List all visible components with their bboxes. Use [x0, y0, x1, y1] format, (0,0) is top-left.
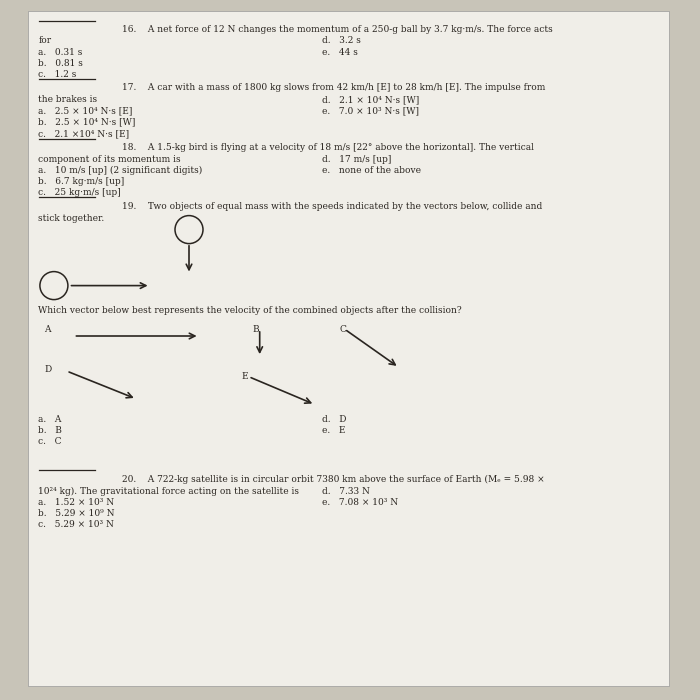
- Text: 20.    A 722-kg satellite is in circular orbit 7380 km above the surface of Eart: 20. A 722-kg satellite is in circular or…: [122, 475, 545, 484]
- Text: e.   7.0 × 10³ N·s [W]: e. 7.0 × 10³ N·s [W]: [322, 106, 419, 116]
- Text: A: A: [44, 326, 50, 335]
- Text: 16.    A net force of 12 N changes the momentum of a 250-g ball by 3.7 kg·m/s. T: 16. A net force of 12 N changes the mome…: [122, 25, 553, 34]
- Text: a.   10 m/s [up] (2 significant digits): a. 10 m/s [up] (2 significant digits): [38, 166, 203, 175]
- Text: b.   B: b. B: [38, 426, 62, 435]
- Text: the brakes is: the brakes is: [38, 95, 97, 104]
- Text: Which vector below best represents the velocity of the combined objects after th: Which vector below best represents the v…: [38, 306, 462, 315]
- Text: for: for: [38, 36, 52, 46]
- Polygon shape: [28, 10, 668, 686]
- Text: a.   1.52 × 10³ N: a. 1.52 × 10³ N: [38, 498, 115, 507]
- Text: e.   none of the above: e. none of the above: [322, 166, 421, 175]
- Text: C: C: [340, 326, 346, 335]
- Text: d.   D: d. D: [322, 415, 346, 424]
- Text: e.   44 s: e. 44 s: [322, 48, 358, 57]
- Text: B: B: [252, 326, 258, 335]
- Text: E: E: [241, 372, 248, 382]
- Text: a.   A: a. A: [38, 415, 62, 424]
- Text: c.   C: c. C: [38, 438, 62, 447]
- Text: e.   7.08 × 10³ N: e. 7.08 × 10³ N: [322, 498, 398, 507]
- Text: a.   0.31 s: a. 0.31 s: [38, 48, 83, 57]
- Text: 17.    A car with a mass of 1800 kg slows from 42 km/h [E] to 28 km/h [E]. The i: 17. A car with a mass of 1800 kg slows f…: [122, 83, 546, 92]
- Text: d.   3.2 s: d. 3.2 s: [322, 36, 361, 46]
- Text: c.   1.2 s: c. 1.2 s: [38, 70, 77, 79]
- Text: d.   17 m/s [up]: d. 17 m/s [up]: [322, 155, 391, 164]
- Text: e.   E: e. E: [322, 426, 346, 435]
- Text: b.   0.81 s: b. 0.81 s: [38, 59, 83, 68]
- Text: c.   2.1 ×10⁴ N·s [E]: c. 2.1 ×10⁴ N·s [E]: [38, 129, 130, 138]
- Text: D: D: [44, 365, 51, 375]
- Text: d.   7.33 N: d. 7.33 N: [322, 486, 370, 496]
- Text: c.   25 kg·m/s [up]: c. 25 kg·m/s [up]: [38, 188, 121, 197]
- Text: d.   2.1 × 10⁴ N·s [W]: d. 2.1 × 10⁴ N·s [W]: [322, 95, 419, 104]
- Text: b.   5.29 × 10⁹ N: b. 5.29 × 10⁹ N: [38, 509, 115, 518]
- Text: component of its momentum is: component of its momentum is: [38, 155, 181, 164]
- Text: 18.    A 1.5-kg bird is flying at a velocity of 18 m/s [22° above the horizontal: 18. A 1.5-kg bird is flying at a velocit…: [122, 143, 534, 152]
- Text: a.   2.5 × 10⁴ N·s [E]: a. 2.5 × 10⁴ N·s [E]: [38, 106, 133, 116]
- Text: c.   5.29 × 10³ N: c. 5.29 × 10³ N: [38, 520, 114, 529]
- Text: stick together.: stick together.: [38, 214, 105, 223]
- Text: 10²⁴ kg). The gravitational force acting on the satellite is: 10²⁴ kg). The gravitational force acting…: [38, 486, 300, 496]
- Text: b.   6.7 kg·m/s [up]: b. 6.7 kg·m/s [up]: [38, 177, 125, 186]
- Text: b.   2.5 × 10⁴ N·s [W]: b. 2.5 × 10⁴ N·s [W]: [38, 118, 136, 127]
- Text: 19.    Two objects of equal mass with the speeds indicated by the vectors below,: 19. Two objects of equal mass with the s…: [122, 202, 542, 211]
